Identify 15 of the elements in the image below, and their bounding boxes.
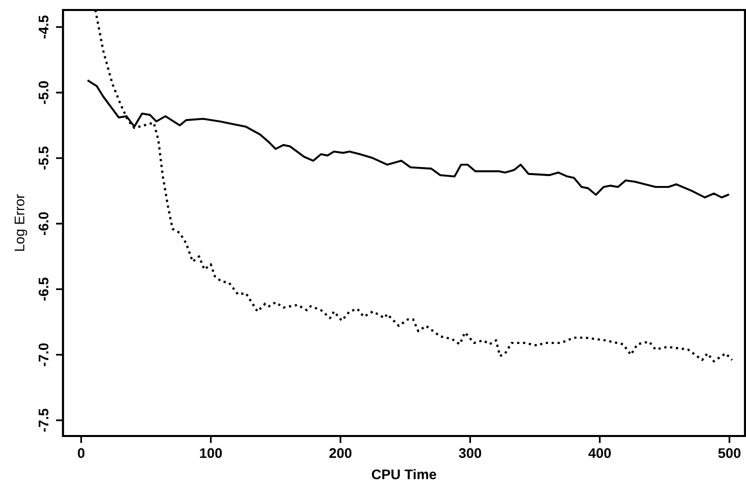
y-tick-label: -7.0 (38, 343, 48, 366)
x-axis-title: CPU Time (372, 469, 436, 480)
x-tick-label: 100 (200, 448, 222, 458)
x-tick-label: 200 (329, 448, 352, 458)
x-tick-label: 500 (718, 448, 740, 458)
x-tick-label: 300 (458, 448, 482, 458)
y-tick-label: -6.0 (38, 212, 48, 236)
y-tick-label: -4.5 (38, 15, 48, 38)
y-tick-label: -7.5 (38, 408, 48, 432)
x-tick-label: 400 (588, 448, 611, 458)
y-tick-label: -5.0 (38, 81, 48, 104)
y-tick-label: -6.5 (38, 278, 48, 301)
x-tick-label: 0 (78, 448, 84, 458)
y-axis-title: Log Error (14, 194, 28, 251)
y-tick-label: -5.5 (38, 146, 48, 170)
